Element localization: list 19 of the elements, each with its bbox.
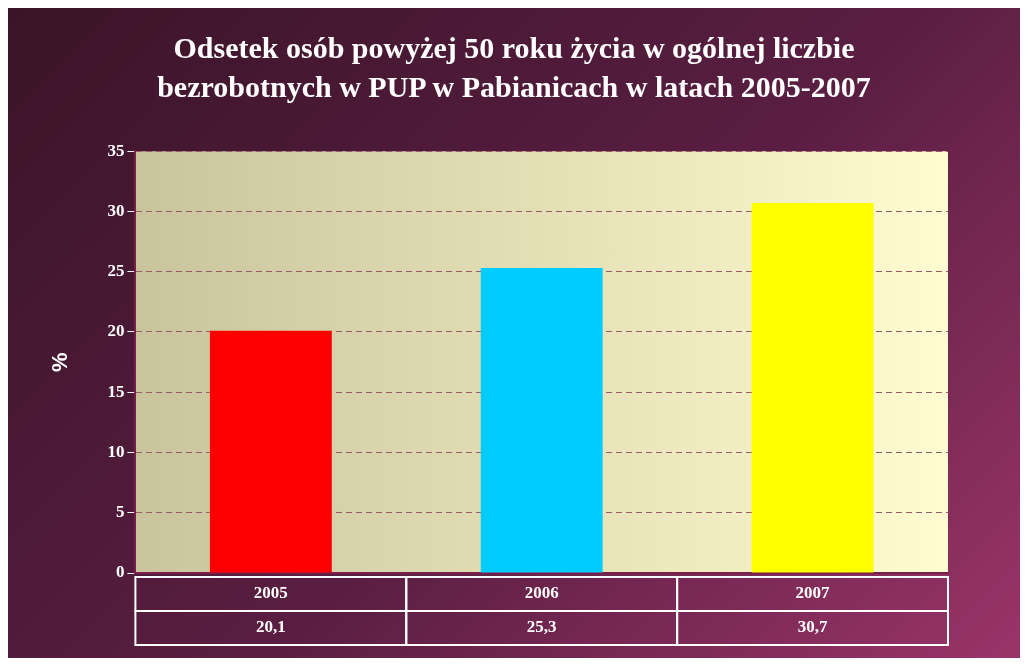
y-tick-label: 10: [107, 441, 125, 461]
bar: [480, 268, 603, 573]
data-label: 30,7: [797, 617, 828, 637]
y-axis-title: %: [47, 352, 73, 372]
bar: [751, 203, 874, 573]
x-tick-label: 2005: [253, 583, 288, 603]
bar: [209, 330, 332, 573]
y-tick-label: 15: [107, 381, 125, 401]
x-tick-label: 2007: [795, 583, 831, 603]
data-label: 20,1: [255, 617, 286, 637]
y-tick-label: 20: [107, 321, 125, 341]
y-tick-label: 30: [107, 200, 125, 220]
data-label: 25,3: [526, 617, 557, 637]
y-tick-label: 35: [107, 140, 125, 160]
y-tick-label: 25: [107, 261, 125, 281]
x-tick-label: 2006: [524, 583, 559, 603]
y-tick-label: 0: [115, 562, 125, 582]
chart-title: Odsetek osób powyżej 50 roku życia w ogólnej liczbie bezrobotnych w PUP w Pabianicach w latach 2005-2007: [156, 30, 872, 105]
y-tick-label: 5: [115, 502, 125, 522]
